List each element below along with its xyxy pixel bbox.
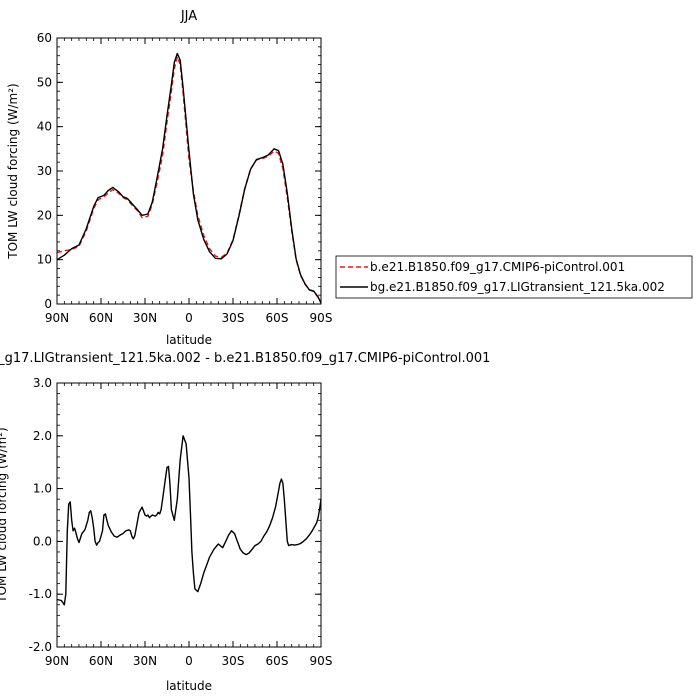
top-y-tick-label: 0 <box>44 297 52 311</box>
bottom-y-tick-label: -2.0 <box>29 640 52 654</box>
top-x-tick-label: 30S <box>222 311 245 325</box>
legend-box <box>335 255 693 299</box>
bottom-y-tick-label: 1.0 <box>33 482 52 496</box>
bottom-y-tick-label: 3.0 <box>33 376 52 390</box>
top-y-tick-label: 30 <box>37 164 52 178</box>
bottom-x-tick-label: 60N <box>89 654 113 668</box>
bottom-x-axis-label: latitude <box>166 679 212 693</box>
top-x-tick-label: 90S <box>310 311 333 325</box>
bottom-x-tick-label: 90S <box>310 654 333 668</box>
top-x-tick-label: 30N <box>133 311 157 325</box>
bottom-series-line-0 <box>56 435 322 606</box>
bottom-x-tick-label: 30N <box>133 654 157 668</box>
bottom-y-tick-label: -1.0 <box>29 587 52 601</box>
top-x-tick-label: 60N <box>89 311 113 325</box>
legend-label-ligtransient: bg.e21.B1850.f09_g17.LIGtransient_121.5k… <box>370 280 665 294</box>
top-plot-frame <box>56 37 322 305</box>
top-y-tick-label: 10 <box>37 253 52 267</box>
top-series-line-1 <box>56 52 322 304</box>
bottom-chart-title: bg.e21.B1850.f09_g17.LIGtransient_121.5k… <box>0 351 490 366</box>
top-y-tick-label: 40 <box>37 120 52 134</box>
top-chart-title: JJA <box>180 9 197 24</box>
top-x-tick-label: 0 <box>185 311 193 325</box>
top-series-line-0 <box>56 55 322 304</box>
bottom-x-tick-label: 30S <box>222 654 245 668</box>
top-y-axis-label: TOM LW cloud forcing (W/m²) <box>6 83 20 260</box>
top-x-tick-label: 90N <box>45 311 69 325</box>
top-panel: JJA 90N 60N 30N 0 30S 60S 90S 0 10 20 30 40 50 60 lat… <box>6 9 332 347</box>
bottom-x-tick-label: 90N <box>45 654 69 668</box>
top-x-axis-label: latitude <box>166 333 212 347</box>
top-y-tick-label: 20 <box>37 208 52 222</box>
top-y-tick-label: 50 <box>37 75 52 89</box>
bottom-x-tick-label: 0 <box>185 654 193 668</box>
legend: b.e21.B1850.f09_g17.CMIP6-piControl.001 … <box>335 255 693 299</box>
bottom-x-tick-label: 60S <box>266 654 289 668</box>
bottom-plot-frame <box>56 382 322 648</box>
bottom-y-tick-label: 0.0 <box>33 534 52 548</box>
bottom-panel: bg.e21.B1850.f09_g17.LIGtransient_121.5k… <box>0 351 490 693</box>
legend-label-picontrol: b.e21.B1850.f09_g17.CMIP6-piControl.001 <box>370 260 625 274</box>
bottom-y-axis-label: TOM LW cloud forcing (W/m²) <box>0 427 9 604</box>
top-y-tick-label: 60 <box>37 31 52 45</box>
top-x-tick-label: 60S <box>266 311 289 325</box>
bottom-y-tick-label: 2.0 <box>33 429 52 443</box>
